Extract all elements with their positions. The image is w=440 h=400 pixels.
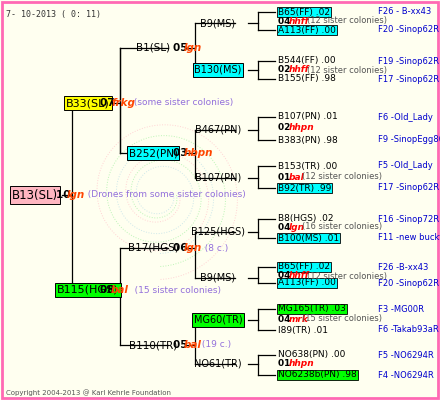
Text: (16 sister colonies): (16 sister colonies) (303, 222, 383, 232)
Text: B110(TR): B110(TR) (129, 340, 177, 350)
Text: NO61(TR): NO61(TR) (194, 359, 242, 369)
Text: 7- 10-2013 ( 0: 11): 7- 10-2013 ( 0: 11) (6, 10, 101, 19)
Text: (8 c.): (8 c.) (199, 244, 228, 252)
Text: hhff: hhff (289, 272, 309, 280)
Text: B33(SL): B33(SL) (66, 98, 110, 108)
Text: B13(SL): B13(SL) (12, 188, 58, 202)
Text: 04: 04 (278, 272, 293, 280)
Text: mrk: mrk (289, 314, 309, 324)
Text: F9 -SinopEgg86R: F9 -SinopEgg86R (378, 136, 440, 144)
Text: (19 c.): (19 c.) (199, 340, 231, 350)
Text: (12 sister colonies): (12 sister colonies) (307, 16, 387, 26)
Text: F5 -NO6294R: F5 -NO6294R (378, 350, 434, 360)
Text: B107(PN): B107(PN) (195, 173, 241, 183)
Text: B65(FF) .02: B65(FF) .02 (278, 8, 330, 16)
Text: lgn: lgn (184, 43, 202, 53)
Text: B153(TR) .00: B153(TR) .00 (278, 162, 337, 170)
Text: 07: 07 (100, 98, 118, 108)
Text: A113(FF) .00: A113(FF) .00 (278, 278, 336, 288)
Text: F5 -Old_Lady: F5 -Old_Lady (378, 162, 433, 170)
Text: B115(HGS): B115(HGS) (57, 285, 119, 295)
Text: B252(PN): B252(PN) (128, 148, 177, 158)
Text: (15 sister colonies): (15 sister colonies) (303, 314, 382, 324)
Text: 04: 04 (278, 16, 293, 26)
Text: hhpn: hhpn (289, 360, 315, 368)
Text: bal: bal (184, 340, 202, 350)
Text: (15 sister colonies): (15 sister colonies) (126, 286, 221, 294)
Text: hbpn: hbpn (184, 148, 213, 158)
Text: 05: 05 (173, 43, 191, 53)
Text: B107(PN) .01: B107(PN) .01 (278, 112, 338, 122)
Text: I89(TR) .01: I89(TR) .01 (278, 326, 328, 334)
Text: F6 -Takab93aR: F6 -Takab93aR (378, 326, 439, 334)
Text: lgn: lgn (67, 190, 85, 200)
Text: NO638(PN) .00: NO638(PN) .00 (278, 350, 345, 360)
Text: 10: 10 (56, 190, 74, 200)
Text: (12 sister colonies): (12 sister colonies) (303, 172, 382, 182)
Text: A113(FF) .00: A113(FF) .00 (278, 26, 336, 34)
Text: frkg: frkg (111, 98, 135, 108)
Text: 04: 04 (278, 222, 293, 232)
Text: B467(PN): B467(PN) (195, 125, 241, 135)
Text: F17 -Sinop62R: F17 -Sinop62R (378, 184, 439, 192)
Text: F6 -Old_Lady: F6 -Old_Lady (378, 112, 433, 122)
Text: F19 -Sinop62R: F19 -Sinop62R (378, 56, 439, 66)
Text: B9(MS): B9(MS) (201, 273, 235, 283)
Text: B8(HGS) .02: B8(HGS) .02 (278, 214, 334, 224)
Text: B544(FF) .00: B544(FF) .00 (278, 56, 336, 66)
Text: 02: 02 (278, 66, 293, 74)
Text: F16 -Sinop72R: F16 -Sinop72R (378, 214, 439, 224)
Text: F4 -NO6294R: F4 -NO6294R (378, 370, 434, 380)
Text: B1(SL): B1(SL) (136, 43, 170, 53)
Text: 01: 01 (278, 360, 293, 368)
Text: F20 -Sinop62R: F20 -Sinop62R (378, 26, 439, 34)
Text: F20 -Sinop62R: F20 -Sinop62R (378, 278, 439, 288)
Text: B125(HGS): B125(HGS) (191, 227, 245, 237)
Text: F17 -Sinop62R: F17 -Sinop62R (378, 74, 439, 84)
Text: B100(MS) .01: B100(MS) .01 (278, 234, 339, 242)
Text: B130(MS): B130(MS) (194, 65, 242, 75)
Text: B383(PN) .98: B383(PN) .98 (278, 136, 338, 144)
Text: F26 - B-xx43: F26 - B-xx43 (378, 8, 431, 16)
Text: F11 -new buckfast: F11 -new buckfast (378, 234, 440, 242)
Text: (some sister colonies): (some sister colonies) (131, 98, 233, 108)
Text: MG60(TR): MG60(TR) (194, 315, 242, 325)
Text: bal: bal (289, 172, 305, 182)
Text: B92(TR) .99: B92(TR) .99 (278, 184, 331, 192)
Text: (Drones from some sister colonies): (Drones from some sister colonies) (82, 190, 246, 200)
Text: bal: bal (111, 285, 129, 295)
Text: MG165(TR) .03: MG165(TR) .03 (278, 304, 346, 314)
Text: B65(FF) .02: B65(FF) .02 (278, 262, 330, 272)
Text: F26 -B-xx43: F26 -B-xx43 (378, 262, 429, 272)
Text: Copyright 2004-2013 @ Karl Kehrle Foundation: Copyright 2004-2013 @ Karl Kehrle Founda… (6, 389, 171, 396)
Text: 04: 04 (278, 314, 293, 324)
Text: B155(FF) .98: B155(FF) .98 (278, 74, 336, 84)
Text: (12 sister colonies): (12 sister colonies) (307, 272, 387, 280)
Text: B17(HGS): B17(HGS) (128, 243, 179, 253)
Text: lgn: lgn (184, 243, 202, 253)
Text: 06: 06 (173, 243, 191, 253)
Text: 08: 08 (100, 285, 118, 295)
Text: 01: 01 (278, 172, 293, 182)
Text: F3 -MG00R: F3 -MG00R (378, 304, 424, 314)
Text: 05: 05 (173, 340, 191, 350)
Text: 03: 03 (173, 148, 191, 158)
Text: 02: 02 (278, 124, 293, 132)
Text: hhff: hhff (289, 16, 309, 26)
Text: hhpn: hhpn (289, 124, 315, 132)
Text: hhff: hhff (289, 66, 309, 74)
Text: B9(MS): B9(MS) (201, 18, 235, 28)
Text: (12 sister colonies): (12 sister colonies) (307, 66, 387, 74)
Text: lgn: lgn (289, 222, 305, 232)
Text: NO6238b(PN) .98: NO6238b(PN) .98 (278, 370, 357, 380)
